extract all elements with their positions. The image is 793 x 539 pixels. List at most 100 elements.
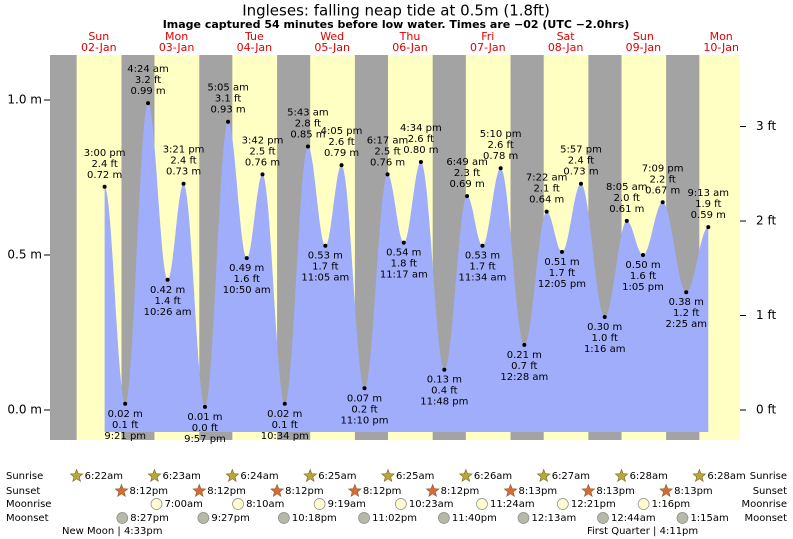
tide-label: 1.2 ft <box>673 308 699 319</box>
weekday: Fri <box>481 30 494 43</box>
tide-label: 1:16 am <box>584 344 626 355</box>
sunset-time: 8:12pm <box>441 486 480 497</box>
sunrise-icon <box>147 468 162 482</box>
moonrise-icon <box>232 498 244 510</box>
date: 03-Jan <box>159 41 195 54</box>
tide-label: 9:13 am <box>688 188 730 199</box>
tide-label: 0.0 ft <box>192 423 218 434</box>
tide-point <box>181 181 186 186</box>
tide-label: 0.54 m <box>386 248 421 259</box>
tide-point <box>305 144 310 149</box>
moonrise-icon <box>395 498 407 510</box>
row-label: Sunrise <box>750 471 787 482</box>
moonrise-icon <box>150 498 163 510</box>
moonrise-time: 10:23am <box>409 499 454 510</box>
sunrise-time: 6:27am <box>552 471 590 482</box>
y2-tick-label: 3 ft <box>756 119 776 133</box>
moonset-time: 12:13am <box>532 513 577 524</box>
tide-point <box>641 253 646 257</box>
tide-curve <box>104 103 709 432</box>
tide-point <box>323 243 328 248</box>
tide-label: 10:26 am <box>144 307 192 318</box>
tide-label: 0.73 m <box>166 167 201 178</box>
y-tick-label: 1.0 m <box>7 93 42 107</box>
tide-point <box>578 181 583 186</box>
tide-point <box>385 172 390 177</box>
weekday: Mon <box>710 30 733 43</box>
tide-label: 0.93 m <box>210 105 245 116</box>
tide-label: 2.1 ft <box>534 184 560 195</box>
date: 02-Jan <box>81 41 117 54</box>
weekday: Sun <box>633 30 654 43</box>
tide-label: 0.73 m <box>563 167 598 178</box>
tide-label: 0.72 m <box>87 170 122 181</box>
row-label: Sunrise <box>6 471 43 482</box>
moon-phase-time: 4:33pm <box>124 526 163 537</box>
tide-label: 6:49 am <box>446 157 488 168</box>
tide-label: 0.38 m <box>669 297 704 308</box>
tide-label: 0.07 m <box>347 393 382 404</box>
tide-label: 0.69 m <box>450 179 485 190</box>
tide-label: 0.2 ft <box>351 404 377 415</box>
tide-point <box>465 194 470 199</box>
tide-point <box>544 209 549 214</box>
tide-point <box>624 218 629 223</box>
tide-point <box>401 240 406 245</box>
moonset-icon <box>597 512 609 524</box>
tide-label: 2.6 ft <box>328 137 354 148</box>
date: 08-Jan <box>548 41 584 54</box>
tide-label: 0.21 m <box>507 350 542 361</box>
tide-label: 0.49 m <box>229 263 264 274</box>
tide-label: 3:21 pm <box>163 145 205 156</box>
moonrise-time: 9:19am <box>328 499 366 510</box>
date: 10-Jan <box>703 41 739 54</box>
date: 04-Jan <box>237 41 273 54</box>
tide-point <box>442 367 447 372</box>
sunrise-time: 6:26am <box>474 471 512 482</box>
tide-label: 2:25 am <box>665 319 707 330</box>
tide-label: 0.30 m <box>587 322 622 333</box>
date: 05-Jan <box>314 41 350 54</box>
moonrise-icon <box>637 498 650 510</box>
weekday: Thu <box>399 30 421 43</box>
sunrise-time: 6:28am <box>707 471 745 482</box>
tide-label: 3:00 pm <box>84 148 126 159</box>
separator: | <box>650 526 660 537</box>
tide-label: 0.80 m <box>403 145 438 156</box>
tide-label: 7:09 pm <box>642 163 684 174</box>
tide-label: 5:10 pm <box>480 129 522 140</box>
tide-label: 9:21 pm <box>104 431 146 442</box>
tide-label: 0.51 m <box>544 257 579 268</box>
tide-label: 1.7 ft <box>549 268 575 279</box>
sunrise-icon <box>536 468 551 482</box>
sunset-time: 8:13pm <box>596 486 635 497</box>
row-label: Moonrise <box>742 499 787 510</box>
tide-label: 3.1 ft <box>215 94 241 105</box>
tide-point <box>226 119 231 124</box>
tide-point <box>260 172 265 177</box>
tide-label: 1.8 ft <box>391 259 417 270</box>
tide-label: 6:17 am <box>367 135 409 146</box>
sunset-icon <box>581 483 596 497</box>
separator: | <box>114 526 124 537</box>
tide-label: 0.61 m <box>609 204 644 215</box>
sunset-icon <box>425 483 440 497</box>
tide-label: 4:24 am <box>127 64 169 75</box>
title: Ingleses: falling neap tide at 0.5m (1.8… <box>242 2 550 20</box>
tide-point <box>498 166 503 171</box>
moonset-icon <box>358 512 370 524</box>
moonset-time: 10:18pm <box>292 513 337 524</box>
moonset-icon <box>676 512 689 524</box>
moonset-icon <box>197 512 210 524</box>
tide-label: 1.9 ft <box>695 199 721 210</box>
tide-label: 2.4 ft <box>568 156 594 167</box>
tide-label: 12:28 am <box>500 372 548 383</box>
sunset-icon <box>114 483 129 497</box>
weekday: Wed <box>320 30 344 43</box>
tide-label: 9:57 pm <box>184 434 226 445</box>
sunrise-icon <box>225 468 240 482</box>
tide-label: 7:22 am <box>526 173 568 184</box>
tide-point <box>602 315 607 319</box>
tide-label: 2.2 ft <box>649 174 675 185</box>
tide-label: 1.0 ft <box>592 333 618 344</box>
